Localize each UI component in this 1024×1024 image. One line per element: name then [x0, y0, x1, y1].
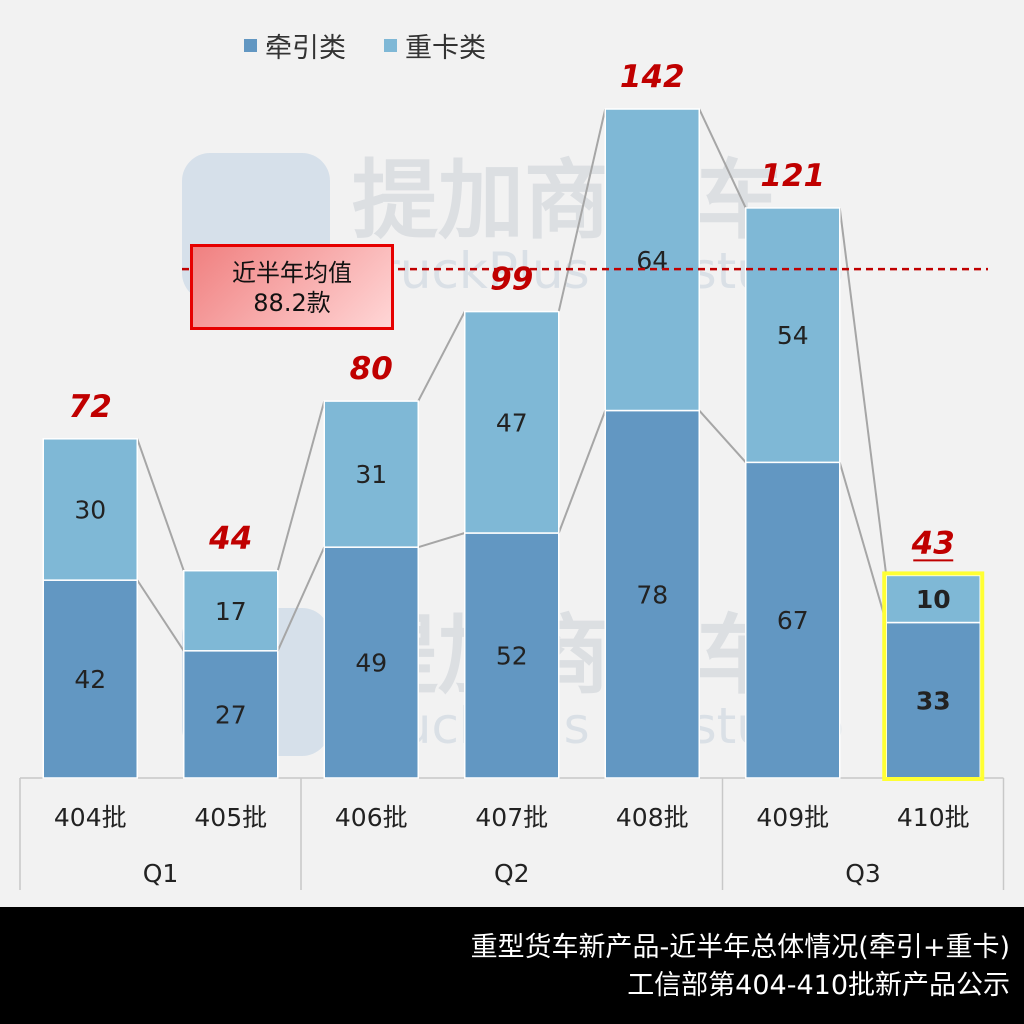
- bar-segment-heavy-truck: [42, 438, 138, 581]
- bar-total-label: 121: [760, 158, 825, 194]
- connector-line-upper: [417, 311, 466, 402]
- bar-value-label: 33: [916, 686, 951, 715]
- bar-segment-traction: [183, 650, 279, 779]
- bar-segment-traction: [42, 579, 138, 779]
- connector-line-lower: [276, 546, 326, 652]
- footer-title: 重型货车新产品-近半年总体情况(牵引+重卡): [470, 932, 1010, 963]
- highlight-frame: [882, 571, 985, 781]
- category-label: 404批: [54, 803, 127, 832]
- bar-value-label: 10: [916, 585, 951, 614]
- bar-value-label: 42: [74, 665, 106, 694]
- bar-total-label: 43: [911, 525, 955, 561]
- category-label: 406批: [335, 803, 408, 832]
- connector-line-lower: [417, 532, 466, 549]
- bar-segment-traction: [885, 621, 981, 779]
- bar-value-label: 30: [74, 495, 106, 524]
- connector-line-upper: [557, 108, 607, 312]
- legend-swatch-traction: [244, 39, 257, 52]
- bar-value-label: 49: [355, 649, 387, 678]
- group-label: Q1: [143, 859, 179, 888]
- average-value: 88.2款: [253, 289, 331, 317]
- legend: 牵引类 重卡类: [244, 33, 486, 64]
- average-title: 近半年均值: [232, 259, 352, 287]
- bar-value-label: 17: [215, 597, 247, 626]
- bar-segment-traction: [323, 546, 419, 779]
- bar-segment-traction: [604, 409, 700, 779]
- bar-segment-heavy-truck: [464, 310, 560, 534]
- average-annotation: 近半年均值 88.2款: [190, 244, 394, 330]
- bar-value-label: 27: [215, 700, 247, 729]
- watermark-cn-bottom: 提加商用车: [352, 606, 782, 706]
- category-label: 405批: [194, 803, 267, 832]
- connector-line-lower: [698, 409, 747, 464]
- bar-total-label: 80: [350, 351, 393, 387]
- category-label: 408批: [616, 803, 689, 832]
- watermark-cn-top: 提加商用车: [352, 151, 782, 251]
- bar-segment-heavy-truck: [885, 574, 981, 624]
- group-label: Q2: [494, 859, 530, 888]
- bar-value-label: 31: [355, 460, 387, 489]
- bar-segment-heavy-truck: [745, 207, 841, 464]
- bar-segment-heavy-truck: [604, 108, 700, 412]
- connector-line-lower: [838, 462, 888, 623]
- bar-value-label: 78: [636, 580, 668, 609]
- bar-segment-heavy-truck: [183, 569, 279, 652]
- connector-line-upper: [698, 108, 747, 209]
- connector-line-lower: [557, 410, 607, 534]
- bar-value-label: 52: [496, 642, 528, 671]
- group-label: Q3: [845, 859, 881, 888]
- footer-subtitle: 工信部第404-410批新产品公示: [627, 970, 1010, 1001]
- category-label: 409批: [756, 803, 829, 832]
- bar-value-label: 54: [777, 321, 809, 350]
- legend-label-traction: 牵引类: [265, 33, 346, 64]
- bar-total-label: 142: [620, 59, 685, 95]
- stacked-bar-chart: 提加商用车 TruckPlus CV studio 提加商用车 TruckPlu…: [19, 33, 1005, 890]
- connector-line-upper: [136, 438, 185, 572]
- footer-banner: 重型货车新产品-近半年总体情况(牵引+重卡) 工信部第404-410批新产品公示: [0, 907, 1024, 1024]
- watermark-bottom: 提加商用车 TruckPlus CV studio: [182, 606, 844, 756]
- bar-total-label: 99: [490, 262, 533, 298]
- legend-label-heavy-truck: 重卡类: [405, 33, 486, 64]
- bar-total-label: 72: [69, 389, 112, 425]
- bar-segment-traction: [464, 532, 560, 779]
- connector-line-lower: [136, 579, 185, 652]
- bar-value-label: 47: [496, 408, 528, 437]
- legend-swatch-heavy-truck: [384, 39, 397, 52]
- bar-total-label: 44: [208, 521, 252, 557]
- bar-segment-traction: [745, 461, 841, 779]
- category-label: 410批: [897, 803, 970, 832]
- bar-segment-heavy-truck: [323, 400, 419, 548]
- category-label: 407批: [475, 803, 548, 832]
- bar-value-label: 67: [777, 606, 809, 635]
- connector-line-upper: [838, 207, 888, 576]
- connector-line-upper: [276, 400, 326, 571]
- plot: 42 30 72 404批 27 17 44 405批 49 31 80 406批 52 47 99 407批…: [19, 59, 1005, 890]
